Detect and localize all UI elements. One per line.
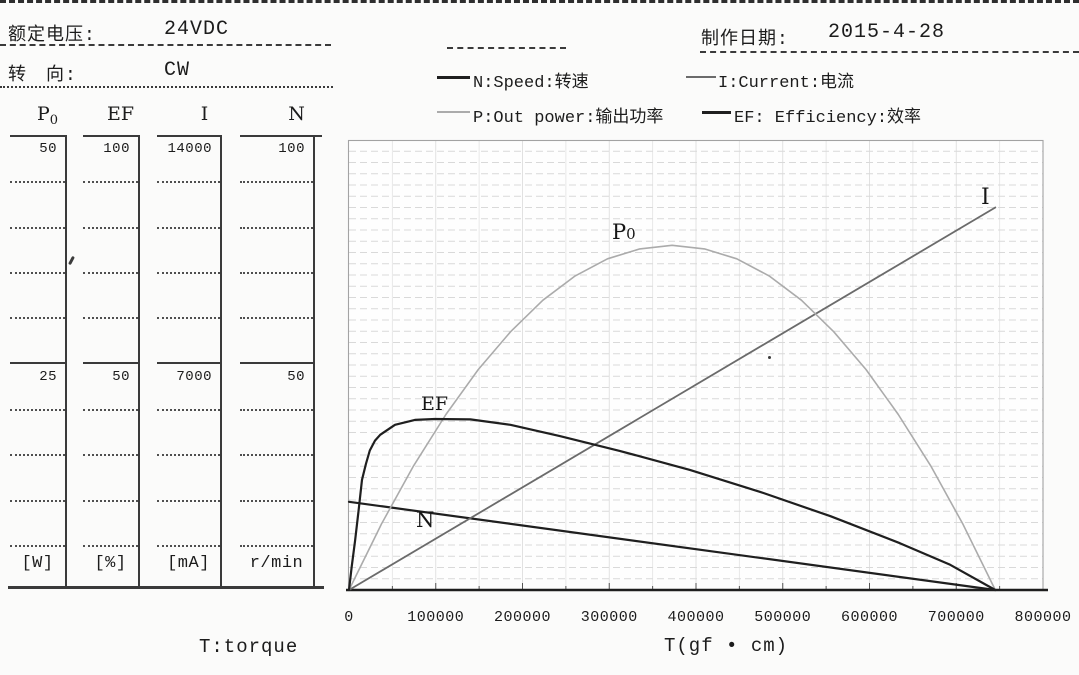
x-tick-label: 0	[344, 609, 354, 626]
x-tick-label: 800000	[1014, 609, 1072, 626]
curve-label-p0: P0	[612, 220, 636, 244]
x-tick-label: 700000	[927, 609, 985, 626]
scan-speck	[768, 356, 771, 359]
x-axis-title: T(gf • cm)	[664, 635, 789, 657]
legend-line-efficiency	[702, 111, 731, 114]
legend-label-current: I:Current:电流	[718, 74, 855, 93]
legend-label-speed: N:Speed:转速	[473, 74, 589, 93]
direction-value: CW	[164, 59, 191, 82]
top-border-dashed-line	[0, 0, 1079, 3]
legend-label-efficiency: EF: Efficiency:效率	[734, 109, 922, 128]
curve-label-n: N	[416, 508, 435, 532]
rated-voltage-underline	[0, 44, 331, 46]
curve-label-i: I	[981, 185, 990, 210]
legend-label-power: P:Out power:输出功率	[473, 109, 664, 128]
curve-n	[347, 500, 997, 592]
rated-voltage-value: 24VDC	[164, 18, 230, 41]
curve-p0	[348, 244, 997, 591]
date-underline	[700, 51, 1079, 53]
direction-underline	[0, 86, 333, 88]
header-mid-dashed-segment	[447, 47, 566, 49]
x-tick-label: 200000	[493, 609, 551, 626]
x-tick-label: 500000	[754, 609, 812, 626]
curve-i	[348, 206, 997, 591]
rated-voltage-label: 额定电压:	[8, 26, 96, 46]
legend-line-current	[686, 76, 716, 78]
x-tick-label: 400000	[667, 609, 725, 626]
legend-line-speed	[437, 76, 470, 79]
curve-label-ef: EF	[421, 393, 449, 415]
curve-ef	[347, 417, 997, 592]
legend-line-power	[437, 111, 470, 113]
torque-footnote: T:torque	[199, 636, 299, 658]
x-tick-label: 600000	[840, 609, 898, 626]
direction-label: 转 向:	[8, 66, 77, 86]
date-label: 制作日期:	[701, 30, 789, 50]
x-tick-label: 300000	[580, 609, 638, 626]
x-tick-label: 100000	[407, 609, 465, 626]
date-value: 2015-4-28	[828, 21, 946, 44]
